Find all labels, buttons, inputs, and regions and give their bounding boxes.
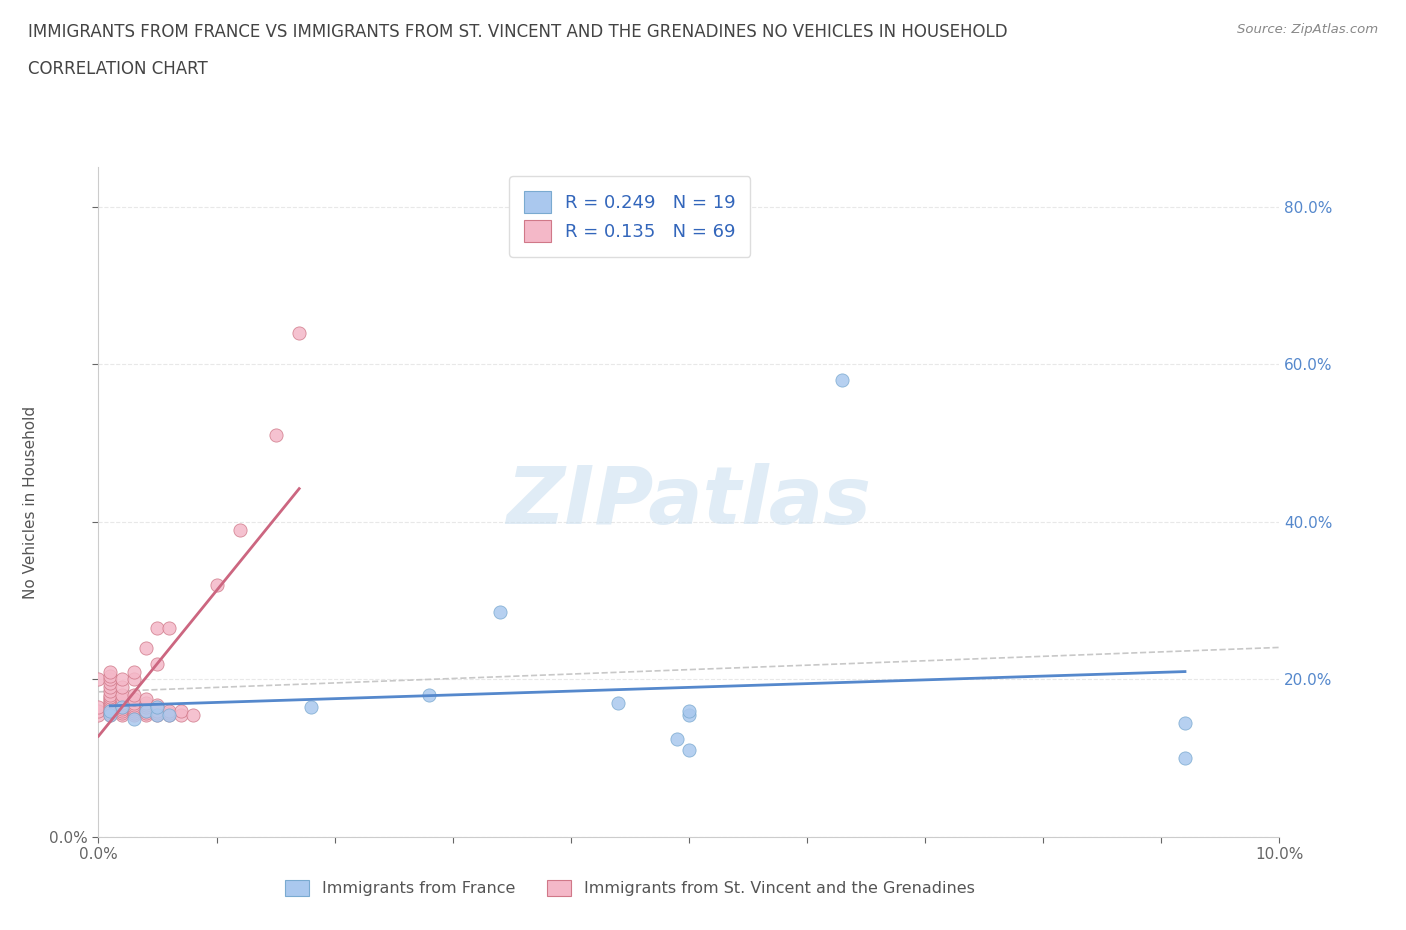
Point <box>135 692 157 707</box>
Text: ZIPatlas: ZIPatlas <box>506 463 872 541</box>
Point <box>122 692 145 707</box>
Point <box>87 699 110 714</box>
Point <box>111 705 134 720</box>
Point <box>98 672 121 687</box>
Point <box>98 701 121 716</box>
Point <box>98 703 121 718</box>
Point <box>157 703 180 718</box>
Point <box>111 708 134 723</box>
Point <box>170 708 193 723</box>
Point <box>678 743 700 758</box>
Point <box>146 705 169 720</box>
Point <box>122 698 145 712</box>
Point <box>98 693 121 708</box>
Point <box>146 698 169 712</box>
Point <box>157 705 180 720</box>
Point <box>122 708 145 723</box>
Point <box>111 701 134 716</box>
Point <box>288 326 311 340</box>
Point <box>146 699 169 714</box>
Point <box>122 696 145 711</box>
Point <box>98 692 121 707</box>
Point <box>98 664 121 679</box>
Point <box>122 705 145 720</box>
Point <box>98 696 121 711</box>
Point <box>98 668 121 683</box>
Point <box>135 705 157 720</box>
Point <box>98 708 121 723</box>
Point <box>157 621 180 636</box>
Point <box>678 708 700 723</box>
Point <box>146 621 169 636</box>
Point <box>98 705 121 720</box>
Point <box>146 708 169 723</box>
Point <box>122 711 145 726</box>
Text: Source: ZipAtlas.com: Source: ZipAtlas.com <box>1237 23 1378 36</box>
Point <box>98 689 121 704</box>
Point <box>205 578 228 592</box>
Point <box>135 703 157 718</box>
Point <box>135 698 157 712</box>
Point <box>98 676 121 691</box>
Point <box>122 672 145 687</box>
Point <box>299 699 322 714</box>
Point <box>111 672 134 687</box>
Point <box>135 708 157 723</box>
Point <box>418 688 440 703</box>
Point <box>264 428 287 443</box>
Point <box>111 703 134 718</box>
Point <box>831 373 853 388</box>
Point <box>111 688 134 703</box>
Text: IMMIGRANTS FROM FRANCE VS IMMIGRANTS FROM ST. VINCENT AND THE GRENADINES NO VEHI: IMMIGRANTS FROM FRANCE VS IMMIGRANTS FRO… <box>28 23 1008 41</box>
Point <box>111 699 134 714</box>
Point <box>122 664 145 679</box>
Point <box>122 701 145 716</box>
Point <box>157 708 180 723</box>
Point <box>181 708 204 723</box>
Point <box>87 672 110 687</box>
Point <box>146 699 169 714</box>
Point <box>98 680 121 695</box>
Point <box>1174 751 1197 765</box>
Legend: Immigrants from France, Immigrants from St. Vincent and the Grenadines: Immigrants from France, Immigrants from … <box>278 873 981 903</box>
Point <box>607 696 630 711</box>
Point <box>146 703 169 718</box>
Point <box>489 605 512 620</box>
Point <box>229 523 252 538</box>
Point <box>111 698 134 712</box>
Point <box>111 692 134 707</box>
Point <box>1174 715 1197 730</box>
Y-axis label: No Vehicles in Household: No Vehicles in Household <box>22 405 38 599</box>
Point <box>122 703 145 718</box>
Point <box>111 696 134 711</box>
Point <box>87 708 110 723</box>
Point <box>146 708 169 723</box>
Point <box>98 684 121 698</box>
Point <box>170 703 193 718</box>
Text: CORRELATION CHART: CORRELATION CHART <box>28 60 208 78</box>
Point <box>122 688 145 703</box>
Point <box>111 680 134 695</box>
Point <box>135 641 157 656</box>
Point <box>135 696 157 711</box>
Point <box>98 699 121 714</box>
Point <box>146 657 169 671</box>
Point <box>666 731 689 746</box>
Point <box>98 703 121 718</box>
Point <box>122 699 145 714</box>
Point <box>135 703 157 718</box>
Point <box>87 703 110 718</box>
Point <box>678 703 700 718</box>
Point <box>98 708 121 723</box>
Point <box>98 688 121 703</box>
Point <box>98 698 121 712</box>
Point <box>157 708 180 723</box>
Point <box>135 699 157 714</box>
Point <box>111 699 134 714</box>
